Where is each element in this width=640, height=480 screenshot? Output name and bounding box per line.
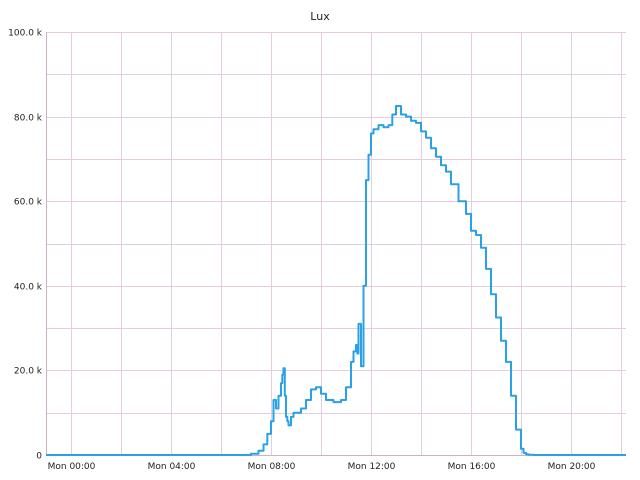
x-tick-labels: Mon 00:00 Mon 04:00 Mon 08:00 Mon 12:00 Mon … bbox=[48, 462, 596, 472]
x-tick-label: Mon 12:00 bbox=[348, 462, 396, 472]
x-tick-label: Mon 16:00 bbox=[448, 462, 496, 472]
x-tick-label: Mon 20:00 bbox=[548, 462, 596, 472]
grid-lines bbox=[46, 32, 626, 455]
y-tick-label: 20.0 k bbox=[14, 367, 43, 377]
x-tick-label: Mon 00:00 bbox=[48, 462, 96, 472]
series-line bbox=[46, 105, 626, 456]
y-tick-label: 100.0 k bbox=[8, 29, 43, 39]
y-tick-label: 80.0 k bbox=[14, 114, 43, 124]
series-layer bbox=[46, 105, 626, 456]
y-tick-label: 60.0 k bbox=[14, 198, 43, 208]
y-tick-labels: 0 20.0 k 40.0 k 60.0 k 80.0 k 100.0 k bbox=[8, 29, 43, 462]
axes bbox=[46, 32, 626, 456]
x-tick-label: Mon 08:00 bbox=[248, 462, 296, 472]
y-tick-label: 0 bbox=[36, 452, 42, 462]
chart-title: Lux bbox=[310, 10, 330, 23]
y-tick-label: 40.0 k bbox=[14, 283, 43, 293]
x-tick-label: Mon 04:00 bbox=[148, 462, 196, 472]
